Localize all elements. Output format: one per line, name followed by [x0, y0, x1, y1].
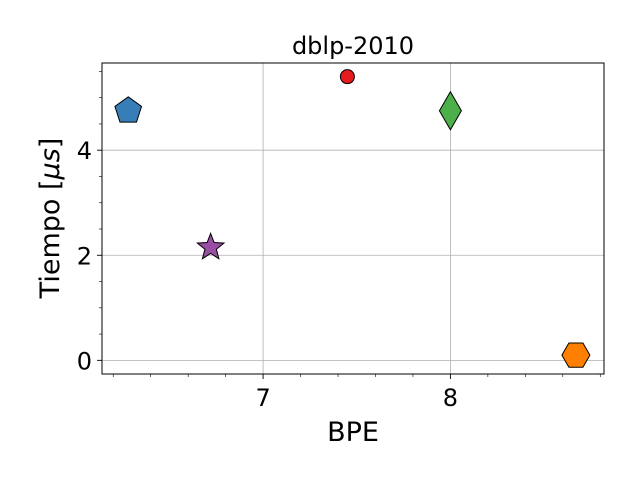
- data-point-circle: [339, 69, 355, 85]
- data-point-diamond: [438, 90, 462, 131]
- y-axis-label-mu: μ: [35, 162, 66, 180]
- y-axis-label: Tiempo [μs]: [35, 138, 66, 300]
- grid-lines: [102, 63, 604, 374]
- y-tick-label: 4: [77, 137, 92, 165]
- y-tick-label: 2: [77, 242, 92, 270]
- axis-ticks: 7 8 0 2 4: [77, 71, 601, 412]
- y-tick-label: 0: [77, 347, 92, 375]
- data-point-pentagon: [114, 96, 143, 123]
- data-point-star: [196, 231, 226, 260]
- y-axis-label-s: s: [35, 148, 66, 162]
- y-axis-label-suffix: ]: [35, 138, 66, 149]
- x-tick-label: 8: [443, 384, 458, 412]
- data-point-hexagon: [561, 342, 591, 368]
- y-axis-label-prefix: Tiempo [: [35, 179, 66, 299]
- x-axis-label: BPE: [327, 417, 379, 448]
- x-tick-label: 7: [255, 384, 270, 412]
- chart-title: dblp-2010: [292, 32, 414, 60]
- plot-frame: [101, 62, 605, 375]
- data-points: [114, 69, 591, 368]
